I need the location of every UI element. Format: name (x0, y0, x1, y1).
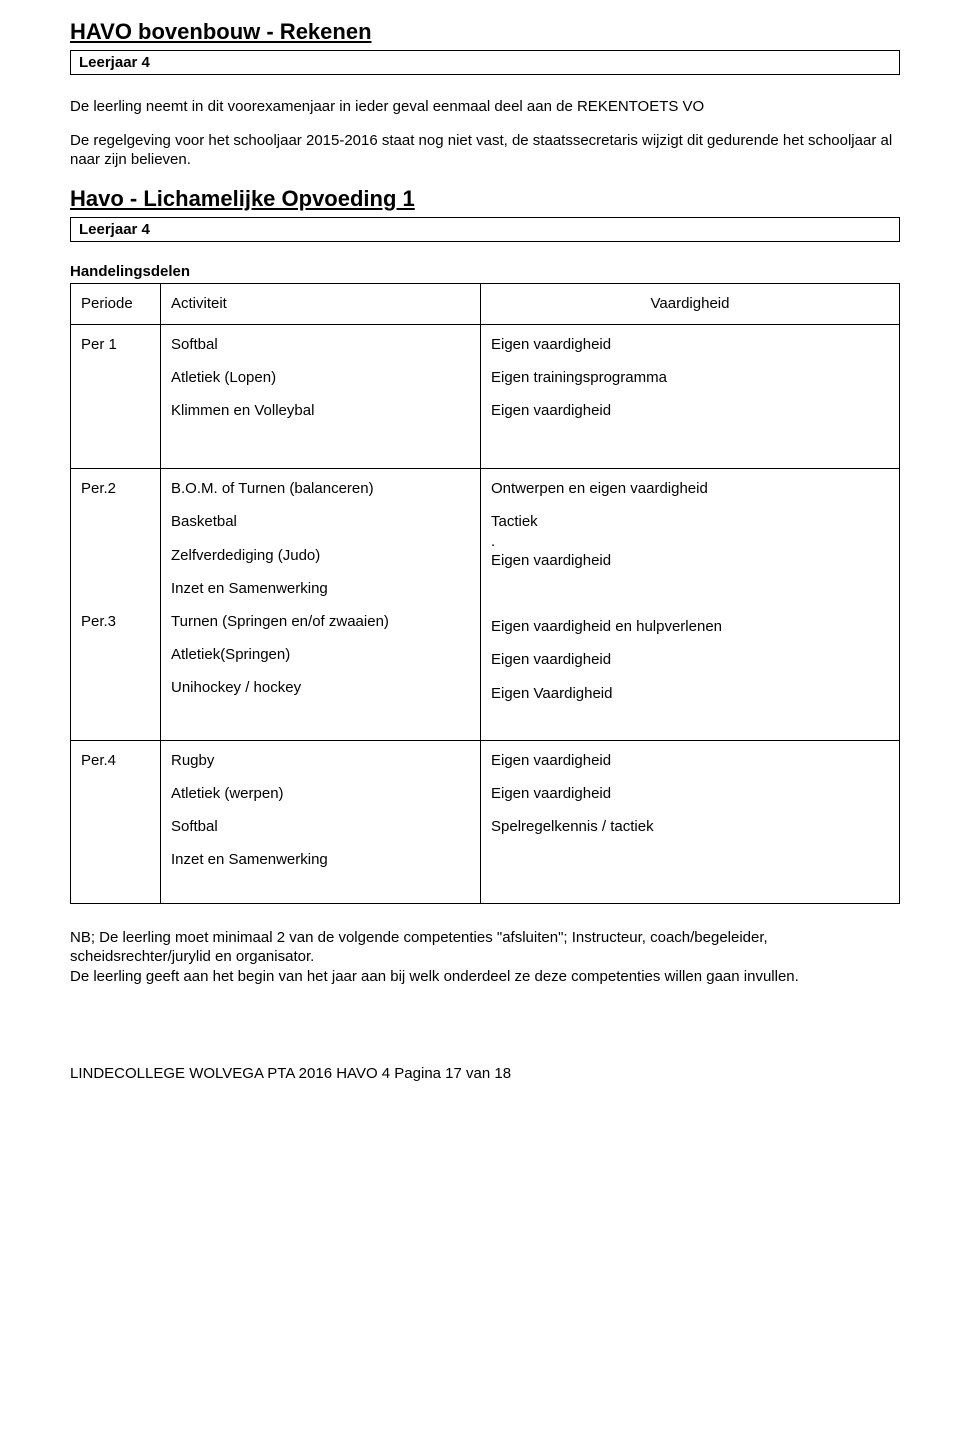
hdr-vaardigheid: Vaardigheid (481, 284, 900, 324)
cell-periode: Per 1 (71, 324, 161, 469)
cell-activity: Rugby Atletiek (werpen) Softbal Inzet en… (161, 740, 481, 904)
text-line: Atletiek (Lopen) (171, 368, 470, 387)
cell-activity: Softbal Atletiek (Lopen) Klimmen en Voll… (161, 324, 481, 469)
text-line: Eigen vaardigheid en hulpverlenen (491, 617, 889, 636)
section2-title: Havo - Lichamelijke Opvoeding 1 (70, 185, 900, 213)
text-line: Per.4 (81, 751, 150, 770)
handelingsdelen-label: Handelingsdelen (70, 262, 900, 281)
text-line: Eigen vaardigheid (491, 751, 889, 770)
text-line: Ontwerpen en eigen vaardigheid (491, 479, 889, 498)
text-line: . (491, 532, 889, 551)
text-line: Zelfverdediging (Judo) (171, 546, 470, 565)
text-line: Softbal (171, 335, 470, 354)
text-line (81, 512, 150, 531)
text-line: Eigen vaardigheid (491, 335, 889, 354)
text-line (491, 584, 889, 603)
text-line: Inzet en Samenwerking (171, 850, 470, 869)
text-line: Eigen Vaardigheid (491, 684, 889, 703)
cell-periode: Per.2 Per.3 (71, 469, 161, 740)
text-line (81, 546, 150, 565)
text-line: Turnen (Springen en/of zwaaien) (171, 612, 470, 631)
section1-body: De leerling neemt in dit voorexamenjaar … (70, 97, 900, 169)
text-line: Eigen vaardigheid (491, 401, 889, 420)
section1-title: HAVO bovenbouw - Rekenen (70, 18, 900, 46)
text-line: Klimmen en Volleybal (171, 401, 470, 420)
table-row: Per.2 Per.3 B.O.M. of Turnen (balanceren… (71, 469, 900, 740)
text-line: Unihockey / hockey (171, 678, 470, 697)
text-line: Per 1 (81, 335, 150, 354)
page-footer: LINDECOLLEGE WOLVEGA PTA 2016 HAVO 4 Pag… (70, 1064, 900, 1083)
footnote-block: NB; De leerling moet minimaal 2 van de v… (70, 928, 900, 986)
text-line (81, 579, 150, 598)
text-line: Per.2 (81, 479, 150, 498)
cell-periode: Per.4 (71, 740, 161, 904)
text-line: Eigen vaardigheid (491, 784, 889, 803)
text-line: Softbal (171, 817, 470, 836)
text-line: Eigen vaardigheid (491, 650, 889, 669)
section1-para1: De leerling neemt in dit voorexamenjaar … (70, 97, 900, 116)
text-line: Basketbal (171, 512, 470, 531)
hdr-activiteit: Activiteit (161, 284, 481, 324)
section1-para2: De regelgeving voor het schooljaar 2015-… (70, 131, 900, 169)
section2-year-box: Leerjaar 4 (70, 217, 900, 242)
text-line: Eigen vaardigheid (491, 551, 889, 570)
text-line: Rugby (171, 751, 470, 770)
table-row: Per 1 Softbal Atletiek (Lopen) Klimmen e… (71, 324, 900, 469)
text-line: Inzet en Samenwerking (171, 579, 470, 598)
text-line: Per.3 (81, 612, 150, 631)
text-line: Atletiek (werpen) (171, 784, 470, 803)
cell-activity: B.O.M. of Turnen (balanceren) Basketbal … (161, 469, 481, 740)
hdr-periode: Periode (71, 284, 161, 324)
cell-skill: Ontwerpen en eigen vaardigheid Tactiek .… (481, 469, 900, 740)
footnote-line1: NB; De leerling moet minimaal 2 van de v… (70, 929, 768, 965)
text-line: B.O.M. of Turnen (balanceren) (171, 479, 470, 498)
section1-year-box: Leerjaar 4 (70, 50, 900, 75)
cell-skill: Eigen vaardigheid Eigen trainingsprogram… (481, 324, 900, 469)
text-line: Spelregelkennis / tactiek (491, 817, 889, 836)
table-header-row: Periode Activiteit Vaardigheid (71, 284, 900, 324)
activities-table: Periode Activiteit Vaardigheid Per 1 Sof… (70, 283, 900, 904)
footnote-line2: De leerling geeft aan het begin van het … (70, 968, 799, 985)
text-line: Atletiek(Springen) (171, 645, 470, 664)
text-line: Tactiek (491, 512, 889, 531)
cell-skill: Eigen vaardigheid Eigen vaardigheid Spel… (481, 740, 900, 904)
text-line: Eigen trainingsprogramma (491, 368, 889, 387)
table-row: Per.4 Rugby Atletiek (werpen) Softbal In… (71, 740, 900, 904)
